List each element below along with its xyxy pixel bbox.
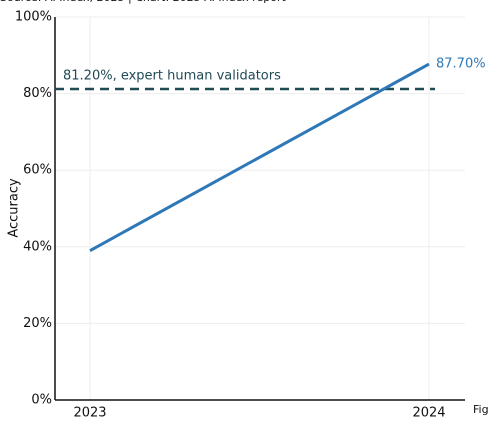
y-tick-label: 0% (31, 393, 52, 408)
y-tick-label: 100% (15, 10, 52, 25)
y-tick-label: 60% (23, 163, 52, 178)
y-tick-label: 40% (23, 239, 52, 254)
reference-label: 81.20%, expert human validators (63, 69, 281, 84)
y-tick-label: 20% (23, 316, 52, 331)
series-line (89, 62, 430, 252)
source-note: Source: AI Index, 2025 | Chart: 2025 AI … (0, 0, 286, 4)
data-label: 87.70% (436, 57, 486, 72)
x-tick-label: 2024 (412, 406, 445, 421)
x-tick-label: 2023 (73, 406, 106, 421)
y-axis-label: Accuracy (7, 178, 22, 238)
y-tick-label: 80% (23, 86, 52, 101)
figure-label: Fig (473, 403, 489, 416)
